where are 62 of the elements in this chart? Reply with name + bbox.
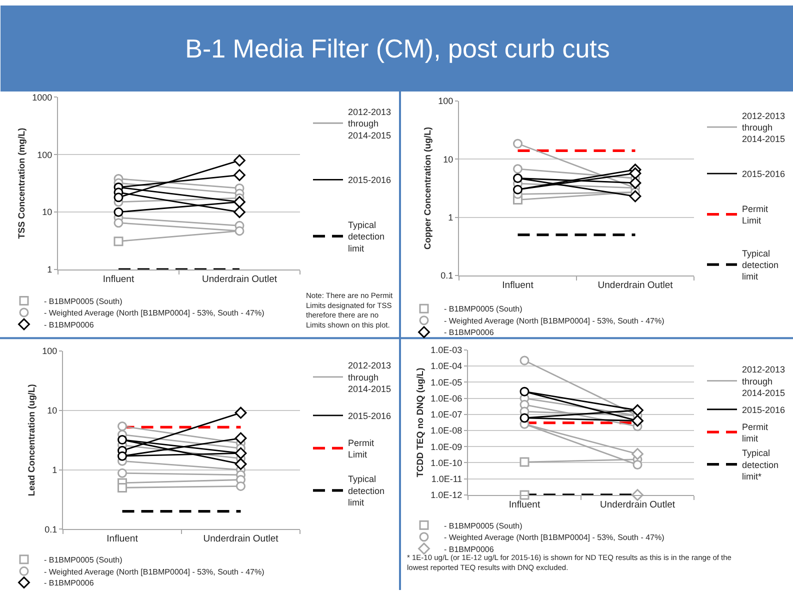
y-tick-label: 1 [47,264,52,275]
legend-label: Permit Limit [742,204,768,226]
x-tick-label: Influent [508,499,540,510]
x-tick-label: Underdrain Outlet [598,280,674,291]
x-tick-label: Underdrain Outlet [203,534,279,545]
legend-label: - B1BMP0005 (South) [444,521,523,530]
legend-label: Typical detection limit [348,220,385,254]
y-tick-label: 1.0E-11 [431,474,462,484]
y-tick-label: 1.0E-10 [430,458,462,468]
legend-label: - B1BMP0006 [44,578,94,588]
legend-label: Typical detection limit [348,474,385,508]
text: B-1 Media Filter (CM), post curb cuts [185,34,610,64]
legend-label: - B1BMP0006 [444,544,494,554]
y-tick-label: 1.0E-08 [430,426,462,436]
x-tick-label: Influent [502,280,534,291]
y-axis-title: TSS Concentration (mg/L) [16,128,27,239]
legend-label: 2015-2016 [348,410,392,421]
legend-label: 2015-2016 [348,175,392,186]
x-tick-label: Underdrain Outlet [600,499,676,510]
y-tick-label: 0.1 [44,524,58,534]
legend-label: - B1BMP0006 [444,328,494,338]
legend-label: - Weighted Average (North [B1BMP0004] - 53%, South - 47%) [444,316,665,326]
y-tick-label: 10 [443,154,454,164]
y-tick-label: 1.0E-12 [430,490,462,500]
y-tick-label: 0.1 [440,270,454,281]
y-tick-label: 1.0E-05 [430,377,462,388]
legend-label: 2012-2013 through 2014-2015 [348,360,392,394]
legend-label: - B1BMP0005 (South) [44,296,123,306]
y-tick-label: 10 [42,207,52,218]
legend-label: 2015-2016 [742,169,786,180]
y-axis-title: Lead Concentration (ug/L) [26,384,37,496]
y-tick-label: 1.0E-04 [430,361,462,372]
x-tick-label: Underdrain Outlet [202,274,278,285]
legend-label: 2012-2013 through 2014-2015 [742,364,786,398]
legend-label: - Weighted Average (North [B1BMP0004] - 53%, South - 47%) [44,567,265,576]
legend-label: - B1BMP0006 [44,320,94,330]
legend-label: - B1BMP0005 (South) [44,556,123,565]
y-axis-title: Copper Concentration (ug/L) [422,126,433,250]
legend-label: Permit Limit [348,438,374,460]
y-tick-label: 1.0E-06 [430,393,462,404]
legend-label: - Weighted Average (North [B1BMP0004] - 53%, South - 47%) [444,533,665,542]
legend-label: Typical detection limit [742,248,779,282]
y-tick-label: 1 [52,464,58,475]
legend-label: Typical detection limit* [742,448,779,482]
y-tick-label: 1.0E-03 [430,345,462,356]
y-axis-title: TCDD TEQ no DNQ (ug/L) [415,368,426,478]
legend-label: 2012-2013 through 2014-2015 [742,110,786,144]
y-tick-label: 100 [42,346,58,356]
y-tick-label: 1 [448,212,454,222]
y-tick-label: 100 [37,150,52,160]
legend-label: - B1BMP0005 (South) [444,304,523,314]
y-tick-label: 1.0E-09 [430,442,462,452]
y-tick-label: 1.0E-07 [430,410,462,420]
legend-label: Permit limit [742,422,768,444]
y-tick-label: 1000 [32,92,52,102]
legend-label: 2012-2013 through 2014-2015 [348,106,392,140]
legend-label: - Weighted Average (North [B1BMP0004] - 53%, South - 47%) [44,308,265,318]
x-tick-label: Influent [106,534,138,545]
x-tick-label: Influent [102,274,134,285]
y-tick-label: 100 [438,96,454,106]
legend-label: 2015-2016 [742,404,786,415]
y-tick-label: 10 [47,406,58,416]
